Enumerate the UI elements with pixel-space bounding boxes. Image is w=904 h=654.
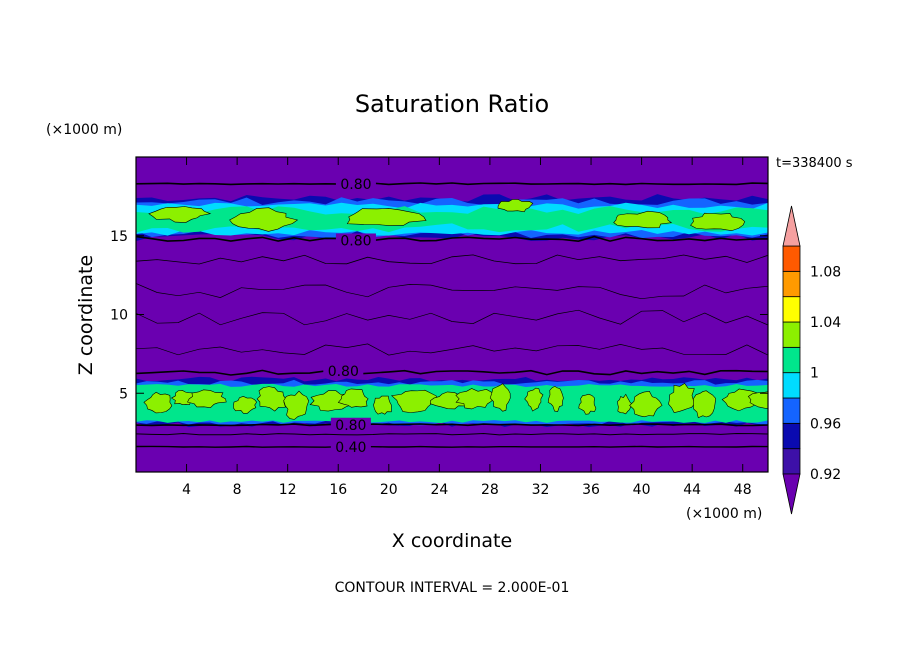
upper-band-100 xyxy=(136,206,768,233)
y-tick-label: 15 xyxy=(110,229,128,245)
x-tick-label: 24 xyxy=(430,482,448,498)
lower-saturated-cell xyxy=(747,391,768,409)
lower-saturated-cell xyxy=(578,393,597,415)
x-tick-label: 48 xyxy=(734,482,752,498)
colorbar-min-triangle xyxy=(782,473,801,515)
colorbar-segment xyxy=(782,245,801,272)
x-tick-label: 28 xyxy=(481,482,499,498)
x-tick-label: 20 xyxy=(380,482,398,498)
x-axis-ticks: 4 8 12 16 20 24 28 32 36 40 44 48 xyxy=(182,157,752,498)
x-tick-label: 44 xyxy=(683,482,701,498)
lower-saturated-cell xyxy=(489,383,511,412)
contour-line xyxy=(136,235,768,243)
colorbar-tick-label: 1.04 xyxy=(810,315,841,331)
x-tick-label: 4 xyxy=(182,482,191,498)
contour-label-bg xyxy=(323,364,364,379)
upper-saturated-cell xyxy=(497,199,534,213)
contour-label: 0.40 xyxy=(335,440,366,456)
contour-label-bg xyxy=(330,439,371,454)
colorbar-segment xyxy=(782,397,801,424)
contour-line xyxy=(136,432,768,436)
time-label: t=338400 s xyxy=(776,156,853,171)
colorbar-segment xyxy=(782,448,801,475)
colorbar-tick-label: 1 xyxy=(810,366,819,382)
contour-label: 0.80 xyxy=(340,233,371,249)
contour-line xyxy=(136,254,768,265)
contour-label: 0.80 xyxy=(328,364,359,380)
x-tick-label: 40 xyxy=(633,482,651,498)
lower-saturated-cell xyxy=(187,389,227,409)
colorbar-tick-label: 0.92 xyxy=(810,467,841,483)
y-tick-label: 10 xyxy=(110,308,128,324)
lower-saturated-cell xyxy=(617,393,633,415)
lower-saturated-cell xyxy=(455,388,495,410)
contour-line xyxy=(136,283,768,300)
colorbar-segment xyxy=(782,321,801,348)
x-unit-label: (×1000 m) xyxy=(686,506,762,522)
saturation-field xyxy=(136,157,768,472)
contour-label: 0.80 xyxy=(340,177,371,193)
contour-line xyxy=(136,343,768,356)
colorbar: 0.92 0.96 1 1.04 1.08 xyxy=(782,205,841,515)
contour-line xyxy=(136,445,768,448)
colorbar-tick-label: 0.96 xyxy=(810,416,841,432)
lower-saturated-cell xyxy=(547,385,564,412)
contour-labels: 0.80 0.80 0.80 0.80 0.40 xyxy=(323,176,376,456)
x-tick-label: 32 xyxy=(532,482,550,498)
y-unit-label: (×1000 m) xyxy=(46,122,122,138)
upper-saturated-cell xyxy=(613,210,673,229)
contour-label-bg xyxy=(335,233,376,248)
upper-saturated-cell xyxy=(346,208,427,226)
lower-saturated-cell xyxy=(693,390,717,419)
contour-line xyxy=(136,182,768,186)
lower-saturated-cell xyxy=(256,386,287,412)
contour-label-bg xyxy=(335,176,376,191)
lower-saturated-cell xyxy=(629,390,663,418)
upper-saturated-cell xyxy=(229,207,299,232)
contour-lines xyxy=(136,182,768,448)
lower-saturated-cell xyxy=(391,389,438,413)
x-axis-label: X coordinate xyxy=(392,530,512,552)
contour-line xyxy=(136,369,768,376)
colorbar-segment xyxy=(782,422,801,450)
lower-saturated-cell xyxy=(373,395,392,415)
contour-label-bg xyxy=(330,417,371,432)
lower-saturated-cell xyxy=(337,388,369,408)
lower-saturated-cell xyxy=(668,382,695,414)
lower-saturated-cell xyxy=(524,387,544,412)
colorbar-segment xyxy=(782,346,801,374)
colorbar-segment xyxy=(782,270,801,298)
upper-saturated-cell xyxy=(690,212,746,232)
x-tick-label: 36 xyxy=(582,482,600,498)
lower-saturated-cell xyxy=(233,396,258,414)
x-tick-label: 8 xyxy=(233,482,242,498)
contour-line xyxy=(136,309,768,326)
contour-interval-note: CONTOUR INTERVAL = 2.000E-01 xyxy=(335,580,570,596)
colorbar-tick-label: 1.08 xyxy=(810,264,841,280)
upper-saturated-cell xyxy=(148,206,212,223)
colorbar-segment xyxy=(782,372,801,399)
colorbar-max-triangle xyxy=(782,205,801,247)
y-axis-ticks: 5 10 15 xyxy=(110,229,768,402)
colorbar-segment xyxy=(782,296,801,323)
contour-label: 0.80 xyxy=(335,418,366,434)
y-tick-label: 5 xyxy=(119,386,128,402)
lower-saturated-cell xyxy=(283,390,310,420)
lower-saturated-cell xyxy=(143,391,173,414)
contour-line xyxy=(136,423,768,427)
x-tick-label: 16 xyxy=(329,482,347,498)
x-tick-label: 12 xyxy=(279,482,297,498)
chart-title: Saturation Ratio xyxy=(355,90,549,118)
y-axis-label: Z coordinate xyxy=(75,255,97,375)
